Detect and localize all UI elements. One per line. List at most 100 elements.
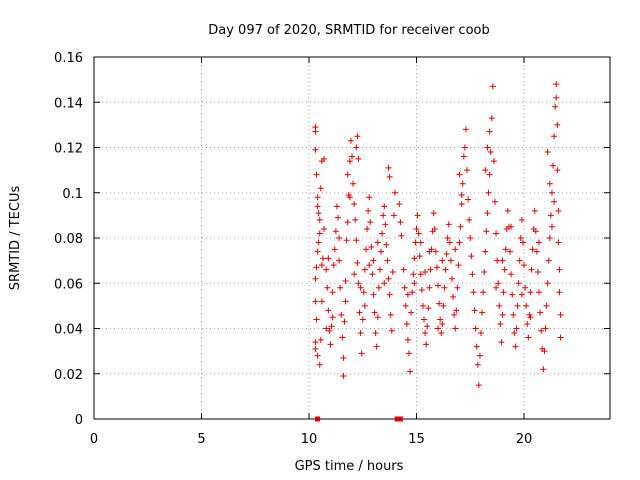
data-point	[483, 228, 490, 235]
data-point	[488, 115, 495, 122]
data-point	[354, 259, 361, 266]
data-point	[347, 137, 354, 144]
x-tick-label: 0	[90, 432, 98, 447]
data-point	[365, 207, 372, 214]
data-point	[466, 216, 473, 223]
y-tick-labels: 0 0.02 0.04 0.06 0.08 0.1 0.12 0.14 0.16	[54, 51, 83, 428]
data-point	[330, 262, 337, 269]
data-point	[487, 149, 494, 156]
y-tick-label: 0	[75, 413, 83, 428]
data-point	[312, 275, 319, 282]
data-point	[416, 253, 423, 260]
data-point	[346, 194, 353, 201]
data-point	[386, 291, 393, 298]
data-point	[544, 280, 551, 287]
data-point	[312, 146, 319, 153]
data-point	[453, 307, 460, 314]
data-point	[433, 264, 440, 271]
data-point	[316, 216, 323, 223]
x-axis-label: GPS time / hours	[295, 459, 404, 474]
data-point	[514, 302, 521, 309]
data-point	[313, 316, 320, 323]
data-point	[523, 302, 530, 309]
data-point	[325, 255, 332, 262]
data-point	[342, 298, 349, 305]
data-point	[447, 257, 454, 264]
data-point	[315, 239, 322, 246]
data-point	[418, 287, 425, 294]
x-tick-label: 20	[516, 432, 533, 447]
data-point	[352, 216, 359, 223]
data-point	[555, 239, 562, 246]
x-tick-label: 10	[301, 432, 318, 447]
data-point	[351, 201, 358, 208]
data-point	[338, 311, 345, 318]
data-point	[524, 320, 531, 327]
data-point	[452, 246, 459, 253]
data-point	[553, 81, 560, 88]
data-point	[357, 330, 364, 337]
data-point	[554, 121, 561, 128]
data-point	[465, 196, 472, 203]
data-point	[369, 271, 376, 278]
data-point	[396, 201, 403, 208]
data-point	[486, 171, 493, 178]
data-point	[318, 158, 325, 165]
data-point	[401, 284, 408, 291]
data-point	[411, 255, 418, 262]
data-point	[515, 280, 522, 287]
data-point	[329, 289, 336, 296]
data-point	[436, 300, 443, 307]
data-point	[358, 350, 365, 357]
data-point	[387, 311, 394, 318]
data-point	[489, 83, 496, 90]
data-point	[431, 225, 438, 232]
data-point	[404, 291, 411, 298]
data-point	[332, 228, 339, 235]
y-tick-label: 0.02	[54, 368, 83, 383]
data-point	[318, 262, 325, 269]
data-point-square	[315, 416, 321, 422]
y-tick-label: 0.16	[54, 51, 83, 66]
data-point	[361, 266, 368, 273]
data-point	[527, 289, 534, 296]
data-point	[484, 210, 491, 217]
data-point	[508, 271, 515, 278]
data-point	[439, 320, 446, 327]
data-point	[468, 253, 475, 260]
data-point	[498, 339, 505, 346]
data-point	[528, 266, 535, 273]
data-point	[424, 323, 431, 330]
data-point	[511, 330, 518, 337]
data-point	[556, 289, 563, 296]
data-point	[312, 128, 319, 135]
data-point	[497, 320, 504, 327]
data-point	[386, 173, 393, 180]
data-point	[475, 382, 482, 389]
data-point	[317, 336, 324, 343]
data-point	[425, 305, 432, 312]
data-point	[482, 248, 489, 255]
data-point	[343, 237, 350, 244]
data-point	[366, 194, 373, 201]
data-point	[356, 309, 363, 316]
data-point	[540, 366, 547, 373]
data-point	[490, 158, 497, 165]
data-point	[360, 289, 367, 296]
data-point	[312, 298, 319, 305]
data-point	[458, 201, 465, 208]
data-point	[370, 257, 377, 264]
data-point	[456, 171, 463, 178]
data-point	[517, 235, 524, 241]
data-point	[355, 155, 362, 162]
data-point	[512, 343, 519, 350]
data-point	[545, 257, 552, 264]
data-point	[315, 210, 322, 217]
data-point	[376, 266, 383, 273]
data-point	[430, 210, 437, 217]
data-point	[480, 289, 487, 296]
data-point	[417, 271, 424, 278]
data-point	[484, 144, 491, 151]
data-point	[316, 230, 323, 237]
data-point	[496, 302, 503, 309]
